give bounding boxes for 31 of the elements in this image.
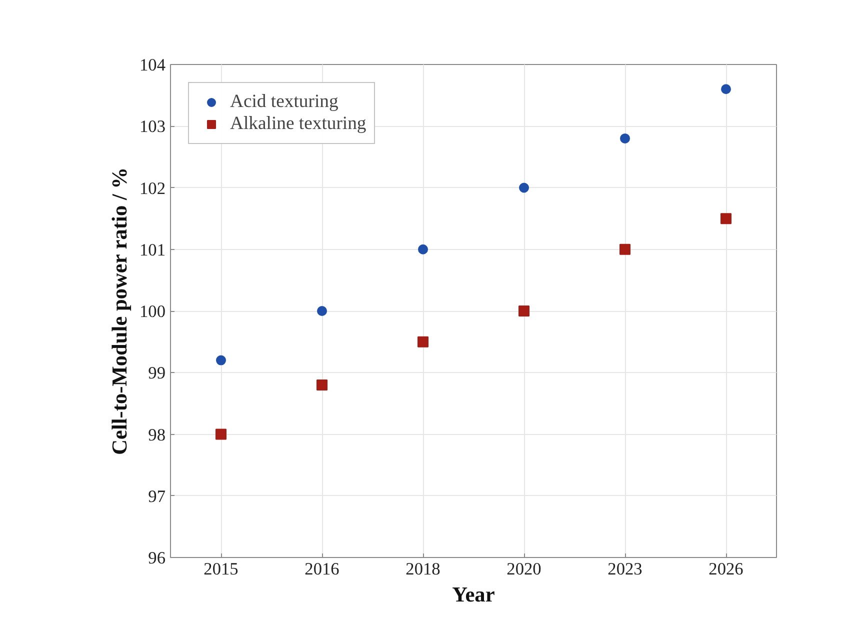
y-tick-label: 101 (140, 240, 166, 260)
legend-label: Acid texturing (230, 91, 338, 113)
y-tick-label: 97 (148, 486, 166, 506)
point (721, 84, 731, 94)
y-tick-label: 100 (140, 302, 166, 321)
y-tick-label: 96 (148, 548, 166, 568)
y-axis-title: Cell-to-Module power ratio / % (108, 167, 132, 455)
x-tick-label: 2018 (406, 560, 440, 578)
point (519, 182, 529, 193)
y-tick-label: 104 (140, 56, 166, 74)
x-tick-label: 2016 (304, 560, 340, 578)
x-tick-label: 2026 (708, 560, 744, 578)
point (720, 213, 732, 224)
y-tick-label: 102 (140, 178, 166, 198)
legend-label: Alkaline texturing (230, 113, 366, 135)
point (317, 306, 327, 316)
point (620, 244, 630, 255)
point (216, 428, 226, 440)
point (316, 379, 328, 390)
x-tick-label: 2020 (506, 560, 542, 578)
x-tick-label: 2023 (608, 560, 642, 578)
point (620, 133, 630, 144)
x-tick-label: 2015 (204, 560, 238, 578)
point (418, 244, 428, 254)
point (518, 306, 530, 316)
y-tick-label: 103 (140, 117, 166, 136)
point (216, 355, 226, 366)
y-tick-label: 98 (148, 425, 166, 444)
x-axis-title: Year (452, 582, 496, 606)
y-tick-label: 99 (148, 364, 166, 383)
point (418, 336, 428, 348)
